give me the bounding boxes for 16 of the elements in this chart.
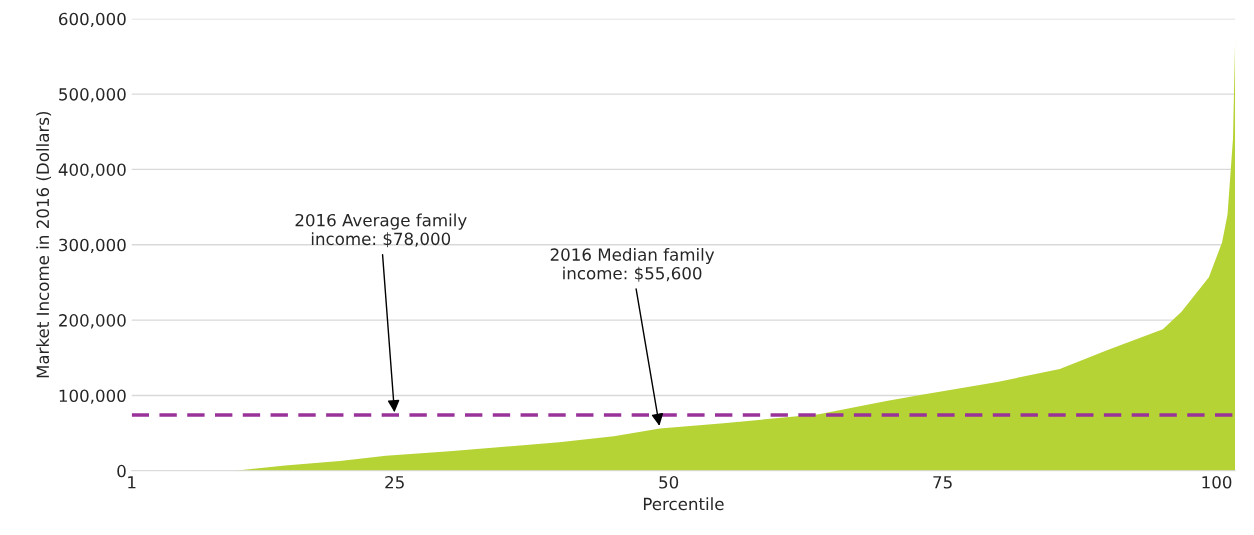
y-tick-label: 400,000 (58, 163, 126, 178)
y-tick-label: 0 (117, 464, 126, 478)
x-tick-label: 25 (385, 475, 404, 489)
x-axis-title: Percentile (643, 497, 724, 511)
x-tick-label: 1 (128, 476, 136, 489)
y-tick-label: 500,000 (59, 88, 126, 103)
y-tick-label: 100,000 (59, 389, 126, 404)
y-axis-title: Market Income in 2016 (Dollars) (36, 111, 52, 378)
annotation: 2016 Median family income: $55,600 (550, 247, 715, 282)
x-tick-label: 50 (659, 475, 679, 489)
y-tick-label: 200,000 (59, 314, 126, 329)
annotation: 2016 Average family income: $78,000 (295, 213, 467, 248)
y-tick-label: 600,000 (59, 12, 126, 27)
x-tick-label: 100 (1202, 475, 1232, 489)
y-tick-label: 300,000 (59, 238, 126, 254)
x-tick-label: 75 (933, 476, 952, 489)
